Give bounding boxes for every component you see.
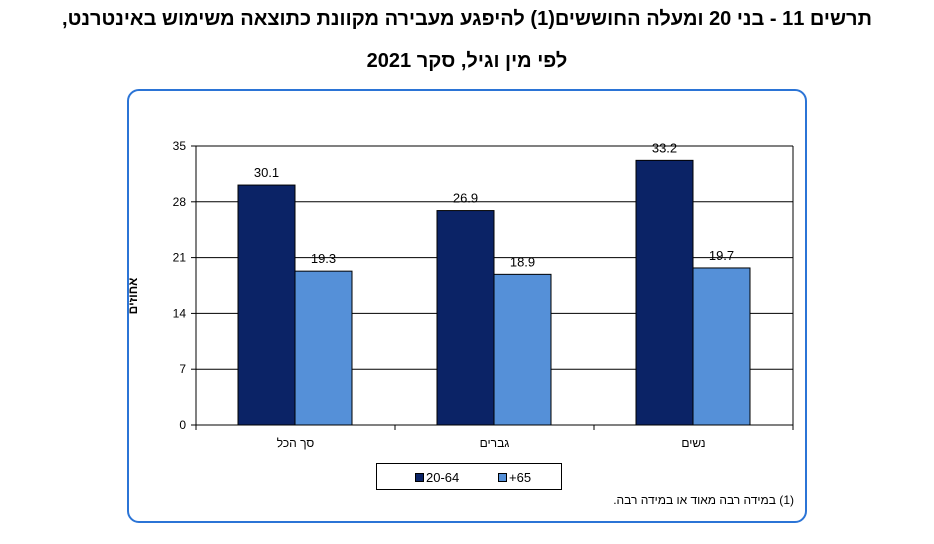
x-tick-label: גברים	[480, 436, 510, 450]
footnote: (1) במידה רבה מאוד או במידה רבה.	[613, 493, 794, 507]
labels: 0 7 14 21 28 35 30.1 19.3 סך הכל 26.9 18.9 גברים 33.…	[173, 139, 735, 450]
y-tick-label: 35	[173, 139, 187, 153]
bar-age-65plus	[692, 267, 751, 426]
y-tick-label: 0	[179, 418, 186, 432]
data-label: 33.2	[652, 140, 677, 155]
y-tick-label: 21	[173, 251, 187, 265]
data-label: 19.7	[709, 248, 734, 263]
bar-age-65plus	[294, 270, 353, 426]
legend-swatch-65plus	[498, 472, 507, 482]
x-tick-label: סך הכל	[277, 436, 315, 450]
legend-label-65plus: +65	[509, 469, 532, 485]
y-tick-label: 7	[179, 362, 186, 376]
data-label: 19.3	[311, 251, 336, 266]
y-axis-label: אחוזים	[126, 277, 140, 315]
bars	[237, 159, 751, 426]
legend-label-20-64: 20-64	[426, 469, 460, 485]
legend: 20-64 +65	[376, 463, 562, 490]
x-tick-label: נשים	[681, 436, 705, 450]
chart-title: תרשים 11 - בני 20 ומעלה החוששים(1) להיפג…	[62, 8, 872, 30]
legend-item-65plus: +65	[498, 469, 531, 485]
chart-subtitle: לפי מין וגיל, סקר 2021	[366, 50, 568, 72]
data-label: 18.9	[510, 254, 535, 269]
bar-age-65plus	[493, 273, 552, 426]
bar-age-20-64	[635, 159, 694, 426]
data-label: 26.9	[453, 191, 478, 206]
bar-age-20-64	[436, 210, 495, 426]
data-label: 30.1	[254, 165, 279, 180]
legend-item-20-64: 20-64	[415, 469, 459, 485]
y-tick-label: 14	[173, 306, 187, 320]
bar-age-20-64	[237, 184, 296, 426]
axes	[191, 145, 794, 430]
chart-frame	[127, 89, 807, 523]
y-tick-label: 28	[173, 195, 187, 209]
legend-swatch-20-64	[415, 472, 424, 482]
